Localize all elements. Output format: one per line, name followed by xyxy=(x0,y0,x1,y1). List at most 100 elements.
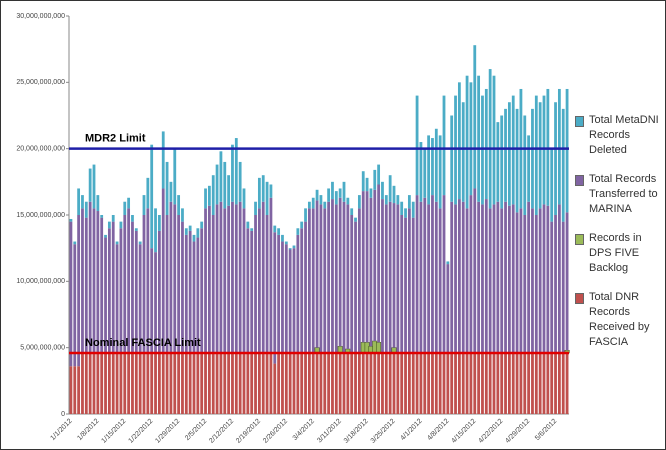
bar-segment xyxy=(200,221,204,229)
bar-segment xyxy=(373,352,377,414)
bar-segment xyxy=(369,197,373,347)
bar-segment xyxy=(296,228,300,235)
bar-segment xyxy=(342,181,346,202)
bar-segment xyxy=(77,366,81,414)
x-tick-label: 3/25/2012 xyxy=(370,418,397,445)
bar-segment xyxy=(534,215,538,353)
legend: Total MetaDNI Records Deleted Total Recor… xyxy=(575,113,663,364)
bar-segment xyxy=(396,204,400,353)
bar-segment xyxy=(519,352,523,414)
bar-segment xyxy=(546,205,550,353)
bar-segment xyxy=(400,215,404,353)
bar-segment xyxy=(238,352,242,414)
bar-segment xyxy=(300,228,304,353)
bar-segment xyxy=(323,352,327,414)
bar-segment xyxy=(146,352,150,414)
bar-segment xyxy=(457,82,461,200)
bar-segment xyxy=(400,201,404,215)
y-tick-label: 10,000,000,000 xyxy=(16,278,65,285)
bar-segment xyxy=(307,352,311,414)
x-tick-label: 1/15/2012 xyxy=(101,418,128,445)
bar-segment xyxy=(181,352,184,414)
bar-segment xyxy=(115,352,119,414)
bar-segment xyxy=(173,352,177,414)
bar-segment xyxy=(150,352,154,414)
bar-segment xyxy=(473,188,477,353)
bar-segment xyxy=(192,241,196,353)
bar-segment xyxy=(227,175,231,206)
legend-swatch xyxy=(575,116,584,127)
bar-segment xyxy=(511,95,515,205)
bar-segment xyxy=(138,352,142,414)
bar-segment xyxy=(311,208,315,353)
bar-segment xyxy=(104,234,107,238)
legend-label: Total DNR Records Received by FASCIA xyxy=(589,291,650,348)
bar-segment xyxy=(77,188,81,215)
bar-segment xyxy=(288,352,292,414)
bar-segment xyxy=(204,352,207,414)
y-tick-label: 5,000,000,000 xyxy=(20,345,65,352)
x-tick-label: 2/26/2012 xyxy=(262,418,289,445)
bar-segment xyxy=(538,352,542,414)
bar-segment xyxy=(319,204,323,353)
x-tick-label: 3/11/2012 xyxy=(316,418,343,445)
bar-segment xyxy=(550,221,554,353)
bar-segment xyxy=(561,221,565,353)
bar-segment xyxy=(411,217,415,353)
bar-segment xyxy=(565,352,569,414)
bar-segment xyxy=(238,161,242,202)
bar-segment xyxy=(281,352,284,414)
bar-segment xyxy=(365,191,369,343)
bar-segment xyxy=(500,115,504,209)
bar-segment xyxy=(173,148,177,205)
bar-segment xyxy=(134,228,138,231)
bar-segment xyxy=(227,352,231,414)
bar-segment xyxy=(473,352,477,414)
bar-segment xyxy=(177,195,181,215)
bar-segment xyxy=(69,366,73,414)
bar-segment xyxy=(296,234,300,353)
bar-segment xyxy=(446,352,450,414)
bar-segment xyxy=(454,352,457,414)
bar-segment xyxy=(523,352,527,414)
bar-segment xyxy=(377,184,381,343)
bar-segment xyxy=(288,248,292,250)
bar-segment xyxy=(446,261,450,265)
bar-segment xyxy=(284,352,288,414)
bar-segment xyxy=(184,352,188,414)
bar-segment xyxy=(234,352,238,414)
bar-segment xyxy=(196,352,200,414)
bar-segment xyxy=(188,352,192,414)
bar-segment xyxy=(446,264,450,353)
x-tick-label: 2/5/2012 xyxy=(184,418,208,442)
bar-segment xyxy=(196,237,200,353)
bar-segment xyxy=(423,197,427,353)
x-tick-label: 1/29/2012 xyxy=(154,418,181,445)
bar-segment xyxy=(438,135,442,209)
bar-segment xyxy=(557,204,561,353)
bar-segment xyxy=(527,201,531,353)
bar-segment xyxy=(450,115,454,202)
bar-segment xyxy=(561,352,565,414)
bar-segment xyxy=(323,208,327,353)
bar-segment xyxy=(392,185,396,204)
bar-segment xyxy=(454,204,457,353)
bar-segment xyxy=(231,144,234,202)
bar-segment xyxy=(381,199,384,353)
bar-segment xyxy=(407,195,411,209)
bar-segment xyxy=(384,195,388,205)
bar-segment xyxy=(515,352,519,414)
bar-segment xyxy=(84,201,88,218)
bar-segment xyxy=(261,201,265,353)
bar-segment xyxy=(211,352,215,414)
bar-segment xyxy=(300,352,304,414)
bar-segment xyxy=(423,148,427,198)
bar-segment xyxy=(338,188,342,198)
x-tick-label: 4/8/2012 xyxy=(426,418,450,442)
bar-segment xyxy=(554,215,557,353)
reference-label: MDR2 Limit xyxy=(85,133,146,145)
bar-segment xyxy=(369,352,373,414)
bar-segment xyxy=(238,201,242,353)
bar-segment xyxy=(204,208,207,353)
